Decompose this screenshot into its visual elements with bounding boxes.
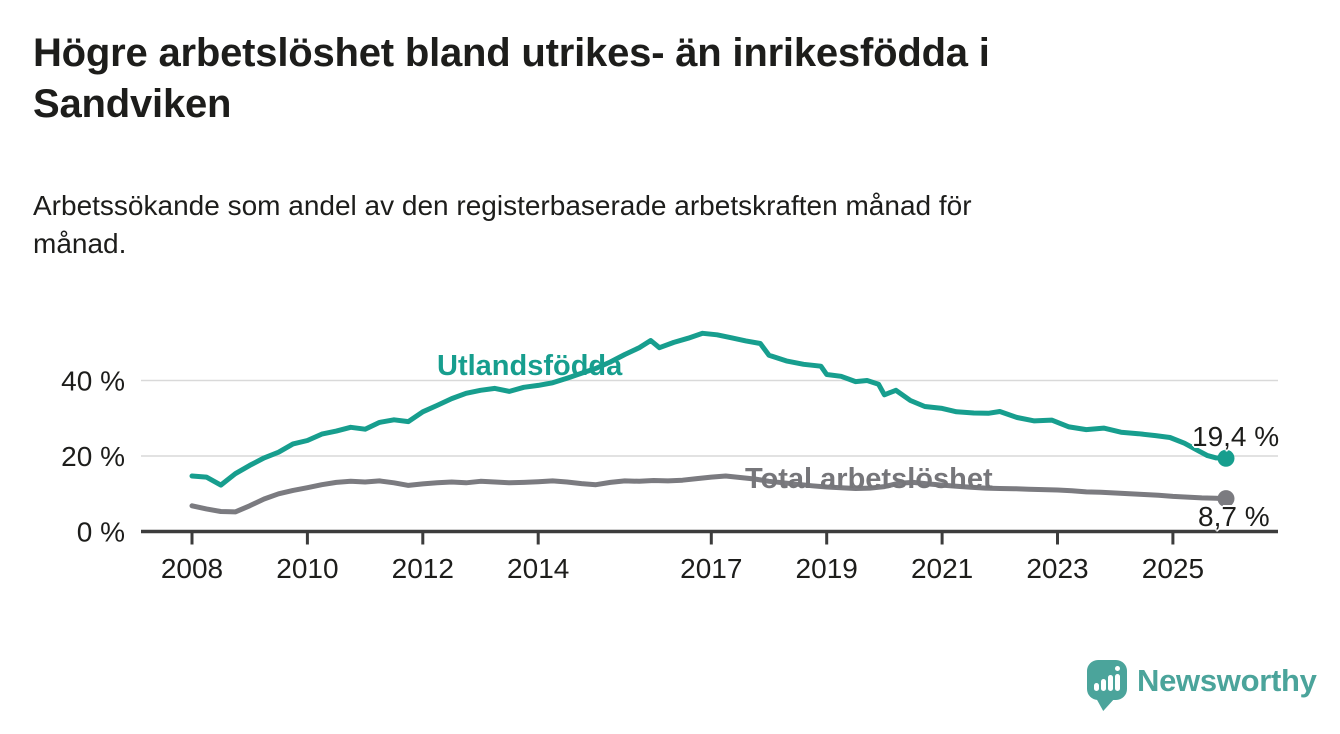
series-end-dot-1 bbox=[1217, 490, 1235, 508]
y-axis-tick-label: 0 % bbox=[77, 517, 125, 548]
page-subtitle-line2: månad. bbox=[33, 228, 127, 259]
newsworthy-speech-bubble-icon bbox=[1087, 660, 1127, 700]
logo-exclamation-bar-icon bbox=[1115, 674, 1120, 691]
newsworthy-wordmark: Newsworthy bbox=[1137, 663, 1317, 698]
page-title: Högre arbetslöshet bland utrikes- än inr… bbox=[33, 28, 1153, 130]
x-axis-tick-label: 2023 bbox=[1026, 553, 1088, 584]
x-axis-tick-label: 2014 bbox=[507, 553, 569, 584]
y-axis-tick-label: 20 % bbox=[61, 441, 125, 472]
x-axis-tick-label: 2025 bbox=[1142, 553, 1204, 584]
x-axis-tick-label: 2019 bbox=[796, 553, 858, 584]
x-axis-tick-label: 2021 bbox=[911, 553, 973, 584]
newsworthy-logo: Newsworthy bbox=[1087, 659, 1317, 714]
logo-bar-icon bbox=[1101, 679, 1106, 691]
x-axis-tick-label: 2012 bbox=[392, 553, 454, 584]
page-subtitle: Arbetssökande som andel av den registerb… bbox=[33, 187, 1253, 263]
x-axis-tick-label: 2017 bbox=[680, 553, 742, 584]
logo-bar-icon bbox=[1108, 675, 1113, 691]
x-axis-tick-label: 2010 bbox=[276, 553, 338, 584]
series-line-0 bbox=[189, 330, 1229, 488]
series-label-total-arbetsloshet: Total arbetslöshet bbox=[745, 463, 993, 495]
series-line-1 bbox=[189, 473, 1229, 515]
page-subtitle-line1: Arbetssökande som andel av den registerb… bbox=[33, 190, 972, 221]
speech-bubble-tail-icon bbox=[1096, 698, 1115, 711]
page-title-line1: Högre arbetslöshet bland utrikes- än inr… bbox=[33, 31, 990, 75]
logo-exclamation-dot-icon bbox=[1115, 666, 1120, 671]
page-title-line2: Sandviken bbox=[33, 82, 232, 126]
end-value-label-utlandsfodda: 19,4 % bbox=[1192, 421, 1280, 452]
series-label-utlandsfodda: Utlandsfödda bbox=[437, 350, 623, 382]
series-end-dot-0 bbox=[1217, 449, 1235, 467]
y-axis-tick-label: 40 % bbox=[61, 366, 125, 397]
x-axis-tick-label: 2008 bbox=[161, 553, 223, 584]
end-value-label-total: 8,7 % bbox=[1198, 501, 1270, 532]
logo-bar-icon bbox=[1094, 683, 1099, 691]
